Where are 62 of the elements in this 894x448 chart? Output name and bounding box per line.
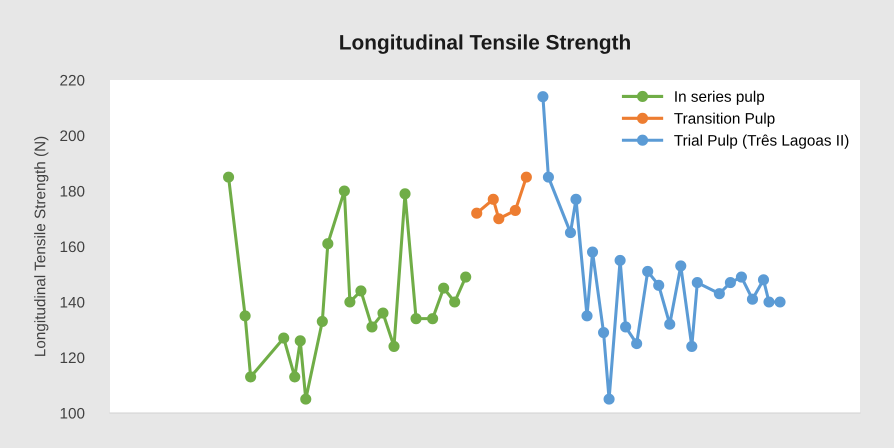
point: [366, 321, 378, 333]
legend-label: Trial Pulp (Três Lagoas II): [674, 134, 848, 149]
point: [240, 310, 251, 322]
point: [300, 394, 312, 405]
point: [604, 394, 615, 405]
y-tick-label: 220: [60, 74, 84, 86]
point: [223, 172, 234, 183]
point: [570, 194, 582, 205]
point: [542, 172, 554, 183]
y-tick-label: 140: [60, 296, 84, 308]
point: [631, 338, 642, 350]
point: [410, 313, 422, 324]
point: [581, 310, 593, 322]
point: [278, 332, 290, 344]
point: [664, 318, 676, 330]
point: [471, 208, 482, 219]
point: [322, 238, 334, 250]
point: [388, 340, 400, 352]
point: [642, 266, 654, 278]
point: [598, 326, 610, 338]
point: [294, 335, 306, 346]
point: [564, 227, 576, 238]
point: [714, 288, 725, 300]
point: [493, 213, 504, 224]
point: [245, 371, 256, 382]
point: [460, 271, 472, 283]
legend-label: Transition Pulp: [674, 112, 775, 127]
point: [488, 194, 499, 205]
point: [427, 313, 438, 324]
point: [438, 282, 450, 294]
point: [399, 188, 411, 200]
y-tick-label: 200: [60, 130, 84, 142]
legend-label: In series pulp: [675, 90, 764, 105]
point: [746, 294, 758, 305]
point: [758, 274, 770, 286]
point: [675, 260, 686, 272]
point: [520, 172, 532, 183]
point: [774, 296, 786, 308]
point: [614, 254, 626, 266]
y-tick-label: 160: [60, 241, 84, 252]
point: [692, 277, 703, 288]
y-tick-label: 180: [60, 186, 84, 197]
point: [736, 271, 747, 283]
point: [510, 204, 521, 216]
point: [377, 308, 389, 319]
point: [449, 296, 460, 308]
y-tick-label: 120: [60, 352, 84, 364]
point: [289, 371, 300, 382]
chart-title: Longitudinal Tensile Strength: [340, 34, 630, 54]
point: [763, 296, 775, 308]
point: [338, 185, 350, 197]
point: [316, 316, 328, 327]
point: [537, 91, 548, 102]
point: [586, 246, 598, 258]
point: [344, 296, 356, 308]
y-axis-title: Longitudinal Tensile Strength (N): [34, 136, 48, 356]
point: [653, 280, 664, 291]
point: [686, 340, 698, 352]
point: [620, 321, 632, 333]
point: [724, 277, 736, 288]
y-tick-label: 100: [60, 408, 84, 419]
point: [355, 285, 366, 296]
